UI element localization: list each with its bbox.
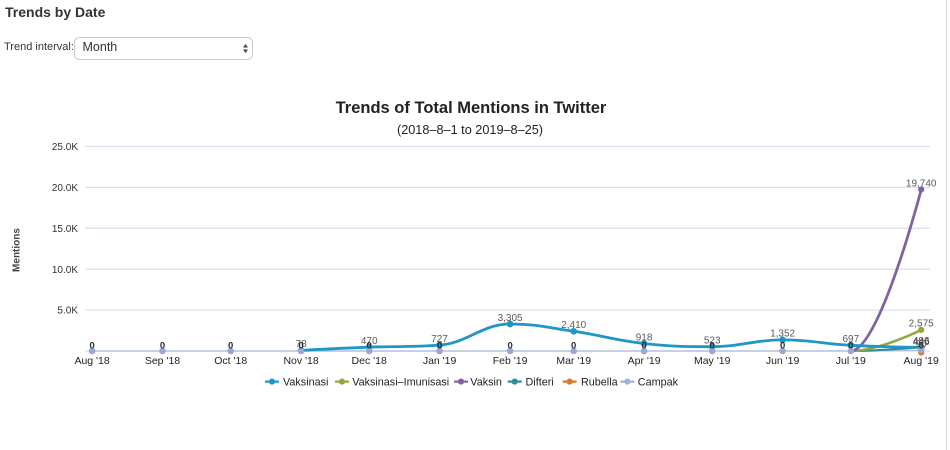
svg-text:0: 0 [780, 341, 785, 352]
svg-text:727: 727 [431, 334, 448, 345]
svg-text:486: 486 [913, 336, 930, 347]
svg-text:78: 78 [296, 339, 308, 350]
svg-text:Jan '19: Jan '19 [423, 355, 457, 367]
svg-text:Mar '19: Mar '19 [556, 355, 591, 367]
svg-text:Aug '19: Aug '19 [904, 355, 939, 367]
svg-text:2,410: 2,410 [561, 320, 586, 331]
svg-text:0: 0 [507, 341, 512, 352]
svg-text:(2018–8–1 to 2019–8–25): (2018–8–1 to 2019–8–25) [397, 123, 543, 137]
svg-text:Trends of Total Mentions in Tw: Trends of Total Mentions in Twitter [336, 99, 607, 117]
svg-text:0: 0 [298, 341, 303, 352]
svg-text:May '19: May '19 [694, 355, 731, 367]
svg-text:0: 0 [710, 341, 715, 352]
svg-text:Difteri: Difteri [526, 377, 554, 389]
svg-text:Vaksin: Vaksin [470, 377, 502, 389]
svg-text:90: 90 [916, 339, 928, 350]
svg-text:25.0K: 25.0K [52, 142, 78, 153]
svg-text:0: 0 [367, 341, 372, 352]
svg-text:Oct '18: Oct '18 [214, 355, 247, 367]
svg-text:523: 523 [704, 336, 721, 347]
svg-text:20.0K: 20.0K [52, 183, 78, 194]
svg-text:Jul '19: Jul '19 [836, 355, 866, 367]
svg-text:446: 446 [913, 337, 930, 348]
svg-text:2,575: 2,575 [909, 319, 934, 330]
svg-text:0: 0 [571, 341, 576, 352]
svg-text:5.0K: 5.0K [57, 306, 78, 317]
svg-text:0: 0 [160, 341, 165, 352]
svg-text:0: 0 [89, 341, 94, 352]
svg-text:0: 0 [228, 341, 233, 352]
svg-text:Sep '18: Sep '18 [145, 355, 180, 367]
svg-text:Dec '18: Dec '18 [352, 355, 387, 367]
svg-text:Nov '18: Nov '18 [283, 355, 318, 367]
svg-text:1,352: 1,352 [770, 329, 795, 340]
svg-text:Apr '19: Apr '19 [628, 355, 661, 367]
svg-text:Vaksinasi: Vaksinasi [283, 377, 328, 389]
svg-text:15.0K: 15.0K [52, 224, 78, 235]
svg-text:Campak: Campak [638, 377, 679, 389]
svg-text:10.0K: 10.0K [52, 265, 78, 276]
svg-text:0: 0 [848, 341, 853, 352]
svg-text:19,740: 19,740 [906, 178, 937, 189]
svg-text:Jun '19: Jun '19 [766, 355, 800, 367]
svg-text:Aug '18: Aug '18 [74, 355, 109, 367]
svg-text:0: 0 [437, 341, 442, 352]
svg-text:Rubella: Rubella [581, 377, 618, 389]
svg-text:470: 470 [361, 336, 378, 347]
svg-text:Vaksinasi–Imunisasi: Vaksinasi–Imunisasi [352, 377, 449, 389]
svg-text:0: 0 [641, 341, 646, 352]
svg-text:Feb '19: Feb '19 [493, 355, 528, 367]
svg-text:918: 918 [636, 332, 653, 343]
svg-text:0: 0 [919, 341, 924, 352]
svg-text:3,305: 3,305 [498, 313, 523, 324]
svg-text:Mentions: Mentions [12, 228, 23, 272]
svg-text:697: 697 [842, 334, 859, 345]
